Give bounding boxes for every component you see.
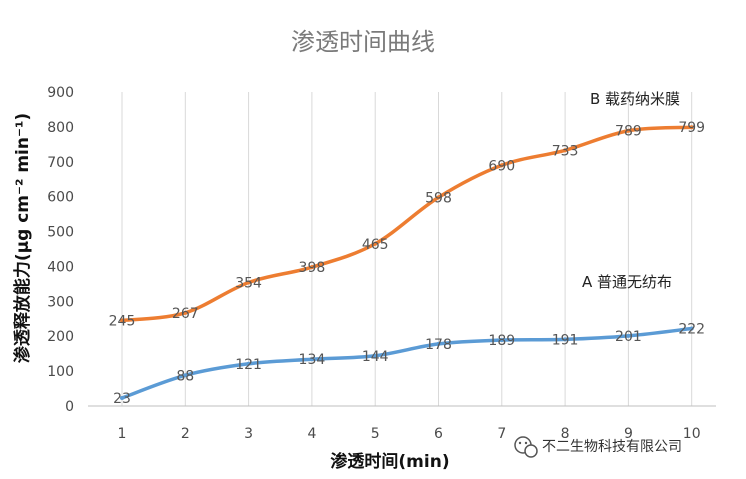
data-point bbox=[373, 353, 378, 358]
data-point bbox=[183, 310, 188, 315]
data-point bbox=[120, 318, 124, 323]
data-point bbox=[563, 148, 568, 153]
x-tick-label: 10 bbox=[683, 426, 701, 442]
data-label: 354 bbox=[235, 275, 262, 291]
data-point bbox=[499, 338, 504, 343]
data-label: 189 bbox=[488, 333, 515, 349]
data-point bbox=[436, 341, 441, 346]
y-tick-label: 800 bbox=[47, 120, 74, 136]
data-label: 178 bbox=[425, 337, 452, 353]
data-point bbox=[563, 337, 568, 342]
x-tick-label: 2 bbox=[181, 426, 190, 442]
data-point bbox=[689, 326, 694, 331]
data-point bbox=[373, 241, 378, 246]
data-point bbox=[246, 280, 251, 285]
data-label: 245 bbox=[109, 314, 136, 330]
data-point bbox=[689, 125, 694, 130]
y-tick-label: 500 bbox=[47, 225, 74, 241]
x-tick-label: 7 bbox=[497, 426, 506, 442]
data-label: 465 bbox=[362, 237, 389, 253]
data-label: 789 bbox=[615, 124, 642, 140]
x-tick-label: 3 bbox=[244, 426, 253, 442]
data-label: 267 bbox=[172, 306, 199, 322]
data-label: 733 bbox=[552, 143, 579, 159]
watermark-text: 不二生物科技有限公司 bbox=[542, 439, 682, 455]
data-label: 222 bbox=[678, 322, 705, 338]
y-tick-label: 100 bbox=[47, 364, 74, 380]
y-tick-label: 200 bbox=[47, 329, 74, 345]
data-point bbox=[626, 128, 631, 133]
x-tick-label: 4 bbox=[307, 426, 316, 442]
series-label-b: B 载药纳米膜 bbox=[590, 90, 680, 108]
x-tick-label: 5 bbox=[371, 426, 380, 442]
x-axis-title: 渗透时间(min) bbox=[330, 451, 449, 472]
data-point bbox=[499, 163, 504, 168]
y-tick-label: 700 bbox=[47, 155, 74, 171]
data-label: 23 bbox=[113, 391, 131, 407]
series-line-0 bbox=[120, 125, 694, 323]
data-point bbox=[436, 195, 441, 200]
y-tick-label: 400 bbox=[47, 259, 74, 275]
x-tick-label: 9 bbox=[624, 426, 633, 442]
x-tick-label: 6 bbox=[434, 426, 443, 442]
wechat-icon bbox=[514, 436, 538, 458]
chart-title: 渗透时间曲线 bbox=[291, 28, 435, 56]
series-label-a: A 普通无纺布 bbox=[582, 273, 672, 291]
y-tick-label: 0 bbox=[65, 399, 74, 415]
data-point bbox=[309, 357, 314, 362]
series-layer: 245 267 354 398 465 598 690 733 789 799 23 88 121 134… bbox=[109, 120, 705, 407]
x-tick-label: 1 bbox=[118, 426, 127, 442]
y-tick-label: 600 bbox=[47, 190, 74, 206]
data-label: 201 bbox=[615, 329, 642, 345]
data-label: 134 bbox=[299, 352, 326, 368]
data-label: 398 bbox=[299, 260, 326, 276]
data-point bbox=[309, 265, 314, 270]
data-label: 191 bbox=[552, 332, 579, 348]
y-tick-label: 900 bbox=[47, 85, 74, 101]
data-point bbox=[120, 395, 124, 400]
data-point bbox=[246, 361, 251, 366]
data-label: 598 bbox=[425, 190, 452, 206]
y-tick-label: 300 bbox=[47, 294, 74, 310]
data-point bbox=[626, 333, 631, 338]
series-line-1 bbox=[120, 326, 694, 400]
data-label: 144 bbox=[362, 349, 389, 365]
data-label: 799 bbox=[678, 120, 705, 136]
grid bbox=[121, 92, 693, 406]
data-label: 121 bbox=[235, 357, 262, 373]
y-axis-title: 渗透释放能力(μg cm⁻² min⁻¹) bbox=[12, 113, 33, 363]
data-label: 88 bbox=[176, 368, 194, 384]
data-label: 690 bbox=[488, 158, 515, 174]
x-tick-label: 8 bbox=[561, 426, 570, 442]
watermark: 不二生物科技有限公司 bbox=[514, 436, 682, 458]
data-point bbox=[183, 373, 188, 378]
